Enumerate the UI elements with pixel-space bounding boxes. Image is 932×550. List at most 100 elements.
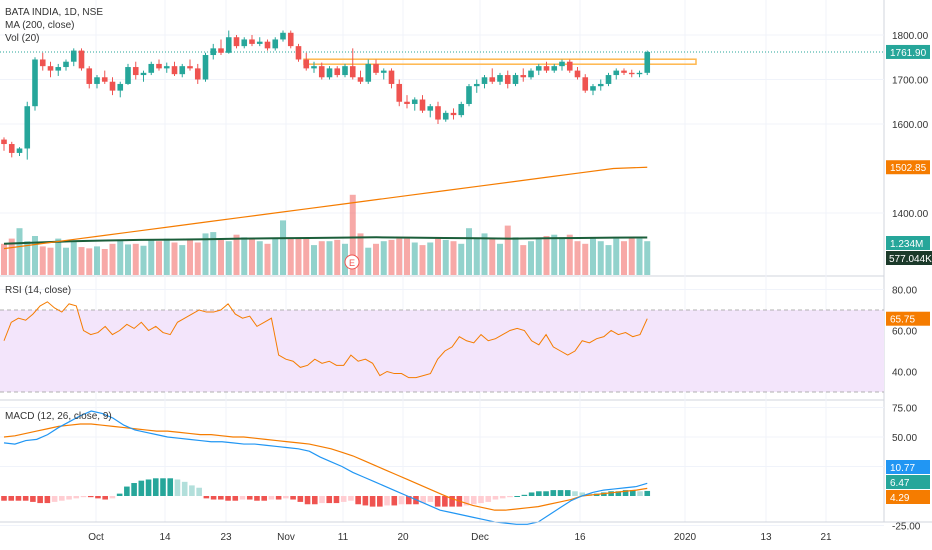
macd-hist-bar: [37, 496, 43, 504]
macd-hist-bar: [152, 478, 159, 496]
price-axis: 1800.00 1700.00 1600.00 1400.00 80.00 60.00 40…: [886, 31, 932, 533]
volume-bar: [574, 241, 581, 275]
macd-hist-bar: [189, 485, 195, 496]
volume-bar: [256, 241, 263, 275]
candle-body: [101, 77, 108, 82]
volume-bar: [117, 239, 124, 275]
macd-hist-bar: [311, 496, 318, 505]
candle-body: [597, 83, 604, 87]
candle-body: [512, 75, 519, 84]
volume-bar: [404, 238, 410, 275]
macd-hist-bar: [218, 496, 224, 500]
macd-hist-bar: [181, 481, 188, 496]
vol-legend-label[interactable]: Vol (20): [5, 33, 40, 44]
price-tick-label: 1700.00: [892, 76, 929, 87]
volume-bar: [218, 239, 224, 275]
candle-body: [489, 77, 496, 82]
candle-body: [78, 50, 85, 69]
ma-legend-label[interactable]: MA (200, close): [5, 20, 75, 31]
macd-hist-bar: [434, 496, 441, 507]
volume-bar: [528, 241, 534, 275]
volume-bar: [163, 238, 170, 275]
rsi-tick-label: 40.00: [892, 368, 917, 379]
time-tick-label: Dec: [471, 532, 489, 543]
price-tick-label: 1400.00: [892, 209, 929, 220]
volume-bar: [373, 243, 379, 275]
volume-bar: [272, 238, 279, 275]
candle-body: [427, 106, 434, 111]
volume-bar: [380, 241, 387, 275]
candle-body: [1, 139, 7, 145]
volume-bar: [311, 245, 317, 275]
volume-bar: [264, 243, 271, 275]
macd-hist-bar: [521, 494, 528, 496]
volume-bar: [326, 241, 333, 275]
macd-hist-bar: [167, 478, 174, 496]
volume-bar: [318, 241, 325, 275]
rsi-band-fill: [0, 310, 884, 392]
ma200-polyline: [3, 166, 648, 250]
volume-bar: [241, 237, 248, 275]
volume-bar: [481, 233, 488, 275]
volume-bar: [202, 233, 209, 275]
volume-bar: [636, 238, 643, 275]
time-tick-label: Nov: [277, 532, 295, 543]
macd-hist-bar: [59, 496, 65, 501]
candle-body: [621, 70, 627, 73]
volume-bar: [357, 233, 364, 275]
macd-hist-bar: [377, 496, 383, 507]
macd-legend-label[interactable]: MACD (12, 26, close, 9): [5, 411, 112, 422]
macd-hist-bar: [340, 496, 347, 502]
volume-bar: [334, 239, 341, 275]
volume-bar: [303, 238, 310, 275]
candle-body: [287, 32, 294, 47]
time-tick-label: Oct: [88, 532, 104, 543]
volume-bar: [47, 247, 54, 275]
candle-body: [179, 66, 186, 75]
symbol-label[interactable]: BATA INDIA, 1D, NSE: [5, 7, 103, 18]
macd-hist-bar: [420, 496, 426, 504]
macd-hist-bar: [283, 496, 289, 499]
macd-hist-bar: [478, 496, 484, 504]
volume-bar: [427, 242, 434, 275]
candle-body: [373, 63, 379, 73]
rsi-legend-label[interactable]: RSI (14, close): [5, 285, 72, 296]
rsi-badge: 65.75: [890, 315, 915, 326]
macd-panel: [1, 410, 651, 525]
grid: [0, 0, 885, 526]
candle-body: [396, 83, 403, 102]
macd-hist-bar: [102, 496, 108, 500]
volume-ma-badge: 577.044K: [889, 254, 932, 265]
volume-bar: [249, 238, 255, 275]
macd-hist-bar: [232, 496, 239, 501]
candle-body: [334, 68, 341, 76]
candle-body: [256, 41, 263, 44]
volume-bar: [497, 243, 503, 275]
macd-hist-bar: [543, 491, 549, 496]
candle-body: [528, 70, 534, 78]
candle-body: [318, 66, 325, 78]
macd-hist-bar: [290, 496, 296, 500]
candle-body: [551, 66, 558, 71]
volume-bar: [280, 220, 286, 275]
volume-bar: [543, 236, 550, 275]
last-price-badge-bg: [886, 44, 930, 59]
macd-hist-bar: [470, 496, 477, 505]
macd-hist-bar: [492, 496, 499, 500]
volume-bar: [32, 236, 38, 275]
macd-tick-label: 50.00: [892, 433, 917, 444]
volume-bar: [442, 239, 449, 275]
volume-bar: [8, 238, 15, 275]
earnings-marker-label: E: [349, 258, 355, 268]
macd-hist-bar: [275, 496, 282, 500]
volume-bar: [225, 241, 232, 275]
candle-body: [613, 70, 620, 76]
macd-hist-bar: [405, 496, 412, 505]
macd-hist-bar: [514, 496, 520, 497]
volume-bar: [78, 247, 85, 275]
candle-body: [47, 66, 54, 71]
candle-body: [225, 37, 232, 53]
volume-bar: [140, 245, 147, 275]
macd-hist-bar: [319, 496, 325, 504]
